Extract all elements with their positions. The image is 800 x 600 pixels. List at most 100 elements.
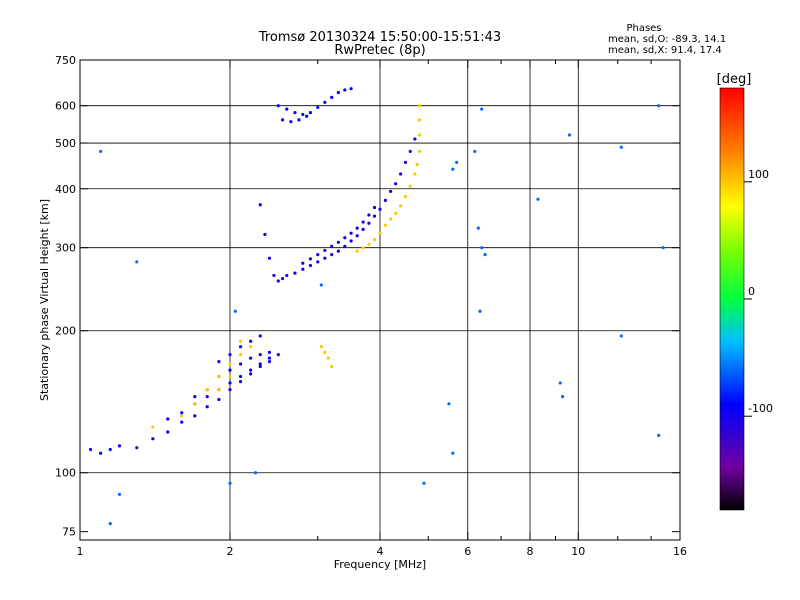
data-point <box>388 189 393 193</box>
data-point <box>480 246 484 250</box>
data-point <box>536 197 540 201</box>
data-point <box>323 100 327 104</box>
data-point <box>272 273 276 278</box>
data-point <box>367 221 371 225</box>
data-point <box>417 118 422 122</box>
y-tick-label: 750 <box>55 54 76 67</box>
chart-subtitle: RwPretec (8p) <box>334 43 425 58</box>
data-point <box>367 213 371 217</box>
data-point <box>280 118 285 122</box>
data-point <box>217 374 221 379</box>
data-point <box>249 368 253 372</box>
data-point <box>349 239 353 243</box>
data-point <box>117 444 122 448</box>
x-tick-label: 16 <box>673 545 687 558</box>
data-point <box>205 388 209 392</box>
data-point <box>355 249 359 253</box>
gridlines <box>80 60 680 540</box>
colorbar-label: [deg] <box>717 72 752 87</box>
data-point <box>228 374 232 379</box>
data-point <box>117 492 122 496</box>
data-point <box>367 242 371 246</box>
data-point <box>413 172 417 176</box>
data-point <box>108 447 112 452</box>
data-point <box>372 238 377 242</box>
data-point <box>297 118 301 122</box>
data-point <box>267 350 272 354</box>
data-point <box>413 137 417 141</box>
data-point <box>135 260 139 264</box>
data-points <box>88 87 665 526</box>
data-point <box>238 345 243 349</box>
data-point <box>316 260 320 264</box>
phase-legend-o: mean, sd,O: -89.3, 14.1 <box>608 34 726 45</box>
data-point <box>249 372 253 376</box>
data-point <box>323 256 327 260</box>
data-point <box>238 362 243 366</box>
data-point <box>483 253 487 257</box>
data-point <box>558 381 562 385</box>
data-point <box>330 364 334 369</box>
data-point <box>289 120 293 124</box>
data-point <box>180 411 184 415</box>
data-point <box>193 395 197 399</box>
data-point <box>99 149 103 154</box>
data-point <box>378 231 382 235</box>
data-point <box>657 104 661 108</box>
data-point <box>238 374 243 379</box>
data-point <box>336 249 340 253</box>
colorbar-tick-label: -100 <box>748 402 773 415</box>
y-tick-label: 100 <box>55 467 76 480</box>
data-point <box>343 88 347 92</box>
data-point <box>308 111 313 115</box>
x-tick-label: 4 <box>377 545 384 558</box>
phase-legend-title: Phases <box>626 23 661 34</box>
data-point <box>455 160 459 164</box>
y-tick-labels: 75 100 200 300 400 500 600 750 <box>55 54 76 539</box>
x-axis-label: Frequency [MHz] <box>334 558 426 571</box>
data-point <box>267 356 272 360</box>
data-point <box>343 236 347 240</box>
data-point <box>151 425 155 429</box>
x-tick-label: 10 <box>571 545 585 558</box>
data-point <box>417 104 422 108</box>
data-point <box>301 261 305 265</box>
data-point <box>263 232 267 237</box>
chart-title: Tromsø 20130324 15:50:00-15:51:43 <box>258 30 501 45</box>
data-point <box>378 207 382 211</box>
data-point <box>316 253 320 257</box>
data-point <box>205 405 209 409</box>
data-point <box>451 167 455 171</box>
data-point <box>249 356 253 360</box>
data-point <box>619 334 623 338</box>
x-tick-label: 8 <box>527 545 534 558</box>
data-point <box>383 223 387 227</box>
data-point <box>394 211 398 215</box>
colorbar-ticks: 100 0 -100 <box>744 168 773 417</box>
data-point <box>372 214 377 218</box>
data-point <box>301 267 305 271</box>
data-point <box>336 240 340 244</box>
data-point <box>657 433 661 437</box>
data-point <box>661 246 665 250</box>
x-tick-labels: 1 2 4 6 8 10 16 <box>77 545 688 558</box>
data-point <box>293 271 297 275</box>
data-point <box>166 430 170 434</box>
data-point <box>301 112 305 117</box>
data-point <box>361 227 365 232</box>
data-point <box>349 231 353 235</box>
y-tick-label: 75 <box>62 526 76 539</box>
data-point <box>276 104 280 108</box>
data-point <box>166 417 170 421</box>
data-point <box>361 220 365 224</box>
data-point <box>180 420 184 424</box>
data-point <box>478 309 482 313</box>
data-point <box>249 345 253 349</box>
data-point <box>233 309 237 313</box>
data-point <box>285 107 289 111</box>
y-axis-label: Stationary phase Virtual Height [km] <box>38 199 51 401</box>
data-point <box>228 362 232 366</box>
data-point <box>135 446 139 450</box>
data-point <box>308 263 313 268</box>
data-point <box>394 182 398 186</box>
